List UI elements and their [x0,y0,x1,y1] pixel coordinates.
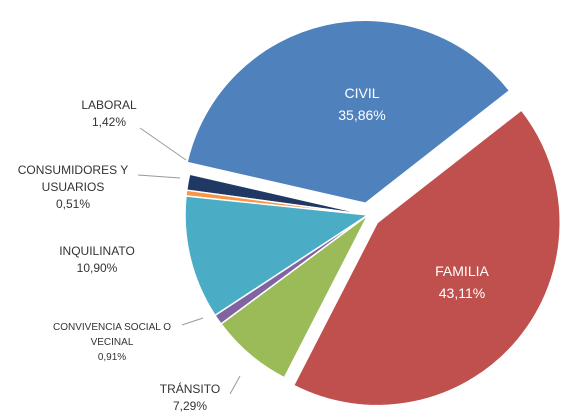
leader-line [137,174,181,179]
slice-label: TRÁNSITO 7,29% [140,381,240,415]
leader-line [139,127,187,161]
category-label: FAMILIA [435,263,489,279]
value-label: 1,42% [91,115,127,129]
category-label: INQUILINATO [59,244,135,258]
category-label: CONSUMIDORES Y USUARIOS [17,163,129,194]
slice-label: INQUILINATO 10,90% [42,243,152,277]
pie-slice [219,214,369,379]
value-label: 10,90% [76,261,118,275]
value-label: 0,91% [97,352,127,363]
category-label: TRÁNSITO [159,382,221,396]
pie-slice [186,19,511,205]
category-label: LABORAL [81,98,137,112]
pie-slice [292,108,561,407]
leader-line [181,317,204,326]
slice-label: LABORAL 1,42% [59,97,159,131]
value-label: 35,86% [338,107,386,123]
value-label: 0,51% [55,197,91,211]
slice-label: FAMILIA 43,11% [412,260,512,304]
leader-line [229,375,241,395]
slice-label: CONSUMIDORES Y USUARIOS 0,51% [13,162,133,213]
category-label: CONVIVENCIA SOCIAL O VECINAL [53,322,171,348]
slice-label: CONVIVENCIA SOCIAL O VECINAL 0,91% [45,320,180,365]
slice-label: CIVIL 35,86% [312,82,412,126]
category-label: CIVIL [344,85,380,101]
pie-slice [184,195,371,317]
value-label: 43,11% [438,285,486,301]
value-label: 7,29% [172,399,208,413]
